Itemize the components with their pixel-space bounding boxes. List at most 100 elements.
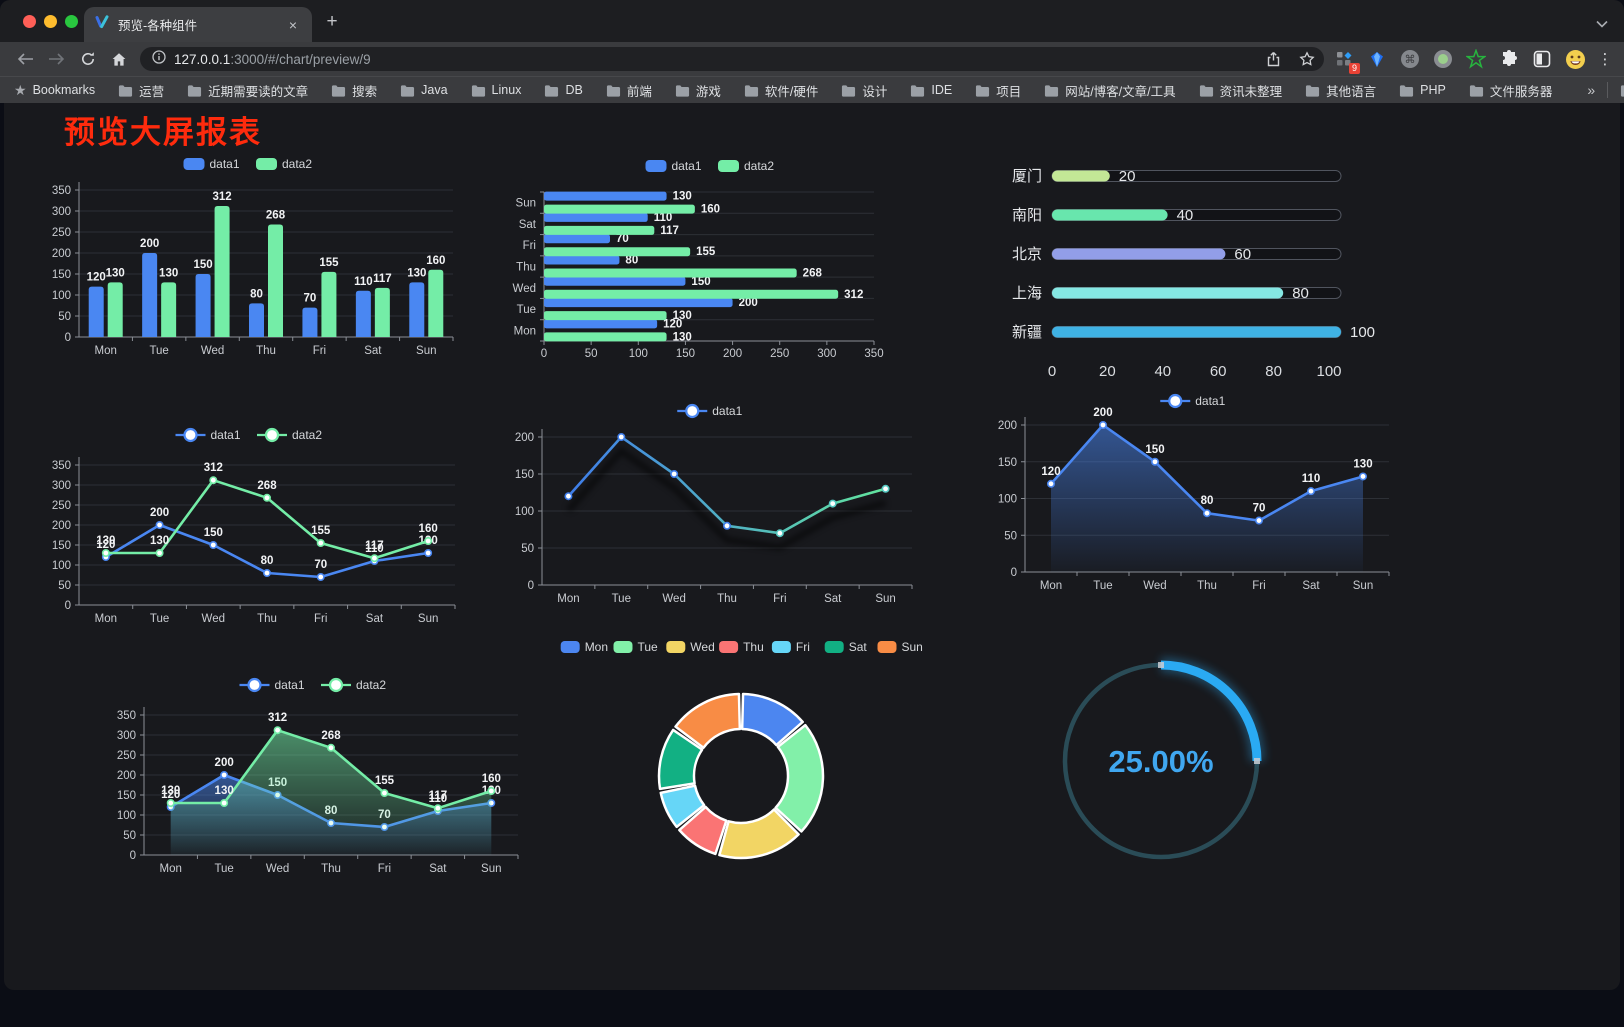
bar-data2-Tue[interactable] [161, 282, 177, 337]
bookmark-folder[interactable]: PHP [1399, 83, 1446, 97]
point-data1-Fri[interactable] [1254, 516, 1263, 525]
pie-slice-Wed[interactable] [718, 808, 800, 860]
point-data1-Wed[interactable] [1151, 457, 1160, 466]
bar-data1-Mon[interactable] [88, 286, 104, 337]
legend-item-Tue[interactable]: Tue [613, 640, 659, 654]
bar-data2-Mon[interactable] [107, 282, 123, 337]
point-data1-Tue[interactable] [155, 521, 164, 530]
bar-data1-Sun[interactable] [409, 282, 425, 337]
progress-fill-新疆[interactable] [1052, 326, 1341, 338]
bookmark-folder[interactable]: Linux [471, 83, 521, 97]
point-data2-Tue[interactable] [220, 799, 229, 808]
bookmark-folder[interactable]: 网站/博客/文章/工具 [1044, 81, 1176, 100]
legend-item-data1[interactable]: data1 [183, 157, 240, 171]
hbar-data2-Sun[interactable] [544, 204, 695, 214]
progress-fill-南阳[interactable] [1052, 209, 1168, 221]
point-data1-Sun[interactable] [424, 549, 433, 558]
legend-item-data2[interactable]: data2 [321, 677, 386, 693]
hbar-data1-Mon[interactable] [544, 319, 658, 329]
forward-icon[interactable] [41, 45, 72, 73]
point-data2-Sat[interactable] [433, 804, 442, 813]
legend-item-data1[interactable]: data1 [175, 427, 241, 443]
bar-data2-Fri[interactable] [321, 271, 337, 337]
tab-close-icon[interactable]: × [288, 16, 298, 33]
point-data2-Tue[interactable] [155, 549, 164, 558]
point-data1-Tue[interactable] [617, 432, 626, 441]
bar-data2-Sun[interactable] [428, 269, 444, 337]
bookmark-folder[interactable]: DB [544, 83, 583, 97]
zoom-window-button[interactable] [65, 15, 78, 28]
point-data1-Wed[interactable] [670, 470, 679, 479]
bar-data1-Sat[interactable] [355, 290, 371, 337]
minimize-window-button[interactable] [44, 15, 57, 28]
pie-slice-Thu[interactable] [678, 805, 728, 856]
extension-grid-icon[interactable]: 9 [1332, 47, 1360, 74]
hbar-data2-Sat[interactable] [544, 225, 655, 235]
point-data2-Thu[interactable] [263, 493, 272, 502]
point-data2-Wed[interactable] [273, 726, 282, 735]
hbar-data2-Wed[interactable] [544, 289, 839, 299]
extension-command-icon[interactable]: ⌘ [1398, 47, 1422, 71]
extension-emoji-icon[interactable] [1563, 47, 1587, 71]
point-data1-Thu[interactable] [1203, 509, 1212, 518]
legend-item-data1[interactable]: data1 [239, 677, 305, 693]
pie-slice-Tue[interactable] [774, 723, 825, 833]
pie-slice-Mon[interactable] [740, 692, 804, 747]
legend-item-Fri[interactable]: Fri [771, 640, 810, 654]
legend-item-data1[interactable]: data1 [645, 159, 702, 173]
bookmark-folder[interactable]: 其他语言 [1305, 81, 1376, 100]
tab-search-chevron-icon[interactable] [1596, 15, 1608, 33]
legend-item-data2[interactable]: data2 [718, 159, 774, 173]
hbar-data1-Fri[interactable] [544, 234, 610, 244]
point-data1-Mon[interactable] [1046, 479, 1055, 488]
point-data1-Sat[interactable] [1306, 487, 1315, 496]
legend-item-data1[interactable]: data1 [677, 403, 743, 419]
point-data1-Sun[interactable] [1358, 472, 1367, 481]
legend-item-Sat[interactable]: Sat [824, 640, 868, 654]
hbar-data1-Thu[interactable] [544, 255, 620, 265]
bar-data2-Sat[interactable] [374, 287, 390, 337]
bar-data2-Thu[interactable] [268, 224, 283, 337]
new-tab-button[interactable]: + [326, 11, 338, 32]
site-info-icon[interactable] [152, 49, 166, 69]
extension-puzzle-icon[interactable] [1497, 47, 1521, 71]
bar-data1-Tue[interactable] [142, 253, 158, 337]
reload-icon[interactable] [72, 45, 103, 73]
bookmark-star-icon[interactable] [1294, 48, 1320, 70]
point-data1-Mon[interactable] [564, 492, 573, 501]
point-data2-Thu[interactable] [327, 743, 336, 752]
point-data2-Wed[interactable] [209, 476, 218, 485]
bookmark-folder[interactable]: 前端 [606, 81, 652, 100]
bookmark-folder[interactable]: 文件服务器 [1469, 81, 1552, 100]
progress-fill-上海[interactable] [1052, 287, 1284, 299]
point-data1-Fri[interactable] [316, 573, 325, 582]
bookmark-folder[interactable]: Java [400, 83, 448, 97]
hbar-data2-Thu[interactable] [544, 268, 797, 278]
point-data2-Sat[interactable] [370, 554, 379, 563]
pie-slice-Sat[interactable] [657, 728, 704, 791]
legend-item-Thu[interactable]: Thu [719, 640, 764, 654]
hbar-data1-Wed[interactable] [544, 276, 686, 286]
point-data2-Fri[interactable] [316, 539, 325, 548]
extension-green-dot-icon[interactable] [1431, 47, 1455, 71]
bar-data2-Wed[interactable] [214, 205, 230, 337]
share-icon[interactable] [1260, 48, 1286, 70]
hbar-data2-Mon[interactable] [544, 332, 667, 342]
point-data1-Thu[interactable] [263, 569, 272, 578]
bar-data1-Fri[interactable] [302, 307, 318, 337]
bookmark-folder[interactable]: 项目 [975, 81, 1021, 100]
point-data1-Tue[interactable] [220, 771, 229, 780]
hbar-data2-Fri[interactable] [544, 247, 691, 257]
point-data1-Fri[interactable] [775, 529, 784, 538]
legend-item-Mon[interactable]: Mon [560, 640, 608, 654]
legend-item-data2[interactable]: data2 [257, 427, 322, 443]
back-icon[interactable] [10, 45, 41, 73]
point-data1-Sat[interactable] [828, 499, 837, 508]
point-data2-Sun[interactable] [424, 537, 433, 546]
legend-item-Wed[interactable]: Wed [666, 640, 715, 654]
bookmarks-star-icon[interactable]: ★ [14, 81, 27, 98]
point-data2-Fri[interactable] [380, 789, 389, 798]
point-data1-Sun[interactable] [881, 484, 890, 493]
other-bookmarks-folder[interactable]: 其他书签 [1620, 81, 1624, 100]
point-data2-Mon[interactable] [166, 799, 175, 808]
